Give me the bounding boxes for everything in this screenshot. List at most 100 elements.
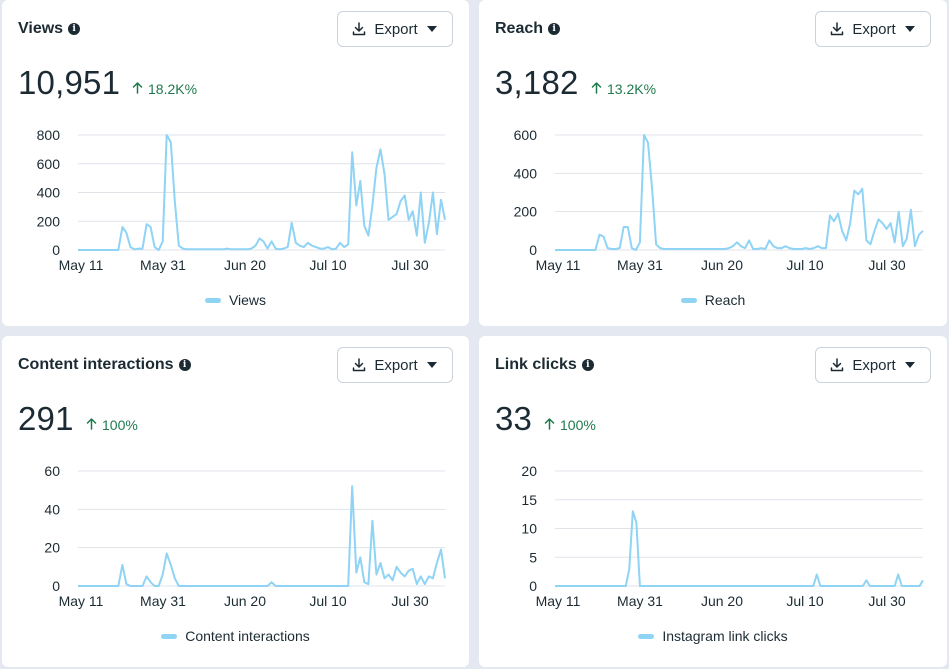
export-button[interactable]: Export — [815, 11, 931, 47]
card-title: Reach i — [495, 20, 561, 38]
card-title: Link clicks i — [495, 356, 594, 374]
x-tick-label: May 11 — [536, 257, 581, 273]
reach-card: Reach i Export 3,182 13.2K% 0 200 400 600 May 11 M… — [479, 0, 947, 326]
export-label: Export — [374, 356, 418, 374]
card-title: Content interactions i — [18, 356, 191, 374]
info-icon[interactable]: i — [68, 23, 81, 35]
download-icon — [352, 358, 366, 372]
chart-legend: Views — [2, 292, 469, 308]
metric-delta: 18.2K% — [132, 81, 197, 97]
caret-down-icon — [904, 25, 916, 33]
x-tick-label: Jun 20 — [701, 593, 743, 609]
x-tick-label: May 11 — [59, 257, 104, 273]
metric-value: 291 — [18, 400, 74, 437]
legend-label[interactable]: Reach — [704, 292, 746, 308]
metric-delta: 100% — [544, 417, 596, 433]
x-tick-label: Jul 30 — [391, 593, 429, 609]
caret-down-icon — [426, 25, 438, 33]
legend-swatch — [204, 297, 221, 303]
x-tick-label: May 31 — [617, 593, 663, 609]
line-chart: 0 20 40 60 May 11 May 31 Jun 20 Jul 10 Jul 30 — [44, 463, 446, 609]
x-tick-label: May 31 — [140, 257, 186, 273]
x-tick-label: Jul 10 — [309, 257, 347, 273]
chart-legend: Instagram link clicks — [479, 628, 947, 644]
arrow-up-icon — [544, 417, 555, 433]
x-tick-label: Jul 30 — [868, 257, 906, 273]
caret-down-icon — [904, 361, 916, 369]
x-tick-label: Jun 20 — [224, 257, 266, 273]
export-label: Export — [374, 20, 418, 38]
y-tick-label: 0 — [529, 242, 537, 258]
x-tick-label: May 11 — [59, 593, 104, 609]
legend-swatch — [680, 297, 697, 303]
download-icon — [352, 22, 366, 36]
views-card: Views i Export 10,951 18.2K% 0 200 400 600 800 May… — [2, 0, 469, 326]
card-title-text: Views — [18, 20, 64, 37]
y-tick-label: 60 — [44, 463, 60, 479]
y-tick-label: 600 — [37, 156, 61, 172]
metric-value: 3,182 — [495, 64, 579, 101]
export-button[interactable]: Export — [815, 347, 931, 383]
series-line — [555, 510, 924, 587]
series-line — [78, 485, 446, 587]
x-tick-label: Jun 20 — [224, 593, 266, 609]
delta-text: 18.2K% — [148, 81, 198, 97]
link-clicks-card: Link clicks i Export 33 100% 0 5 10 15 20 May 11 Ma… — [479, 336, 947, 667]
export-button[interactable]: Export — [337, 11, 453, 47]
y-tick-label: 200 — [514, 204, 538, 220]
delta-text: 100% — [102, 417, 138, 433]
metric-delta: 13.2K% — [591, 81, 656, 97]
series-line — [555, 134, 924, 251]
chart-legend: Reach — [479, 292, 947, 308]
export-button[interactable]: Export — [337, 347, 453, 383]
legend-label[interactable]: Instagram link clicks — [662, 628, 788, 644]
delta-text: 100% — [560, 417, 596, 433]
x-tick-label: Jun 20 — [701, 257, 743, 273]
legend-label[interactable]: Views — [228, 292, 267, 308]
download-icon — [830, 358, 844, 372]
y-tick-label: 600 — [514, 127, 538, 143]
arrow-up-icon — [132, 81, 143, 97]
y-tick-label: 20 — [521, 463, 537, 479]
metric-value: 10,951 — [18, 64, 121, 101]
x-tick-label: May 11 — [536, 593, 581, 609]
x-tick-label: Jul 10 — [786, 257, 824, 273]
y-tick-label: 0 — [52, 578, 60, 594]
y-tick-label: 400 — [37, 185, 61, 201]
line-chart: 0 200 400 600 May 11 May 31 Jun 20 Jul 10 Jul 30 — [514, 127, 924, 273]
info-icon[interactable]: i — [548, 23, 561, 35]
arrow-up-icon — [86, 417, 97, 433]
card-title-text: Reach — [495, 20, 544, 37]
y-tick-label: 0 — [52, 242, 60, 258]
info-icon[interactable]: i — [581, 359, 594, 371]
chart-legend: Content interactions — [2, 628, 469, 644]
legend-label[interactable]: Content interactions — [185, 628, 310, 644]
x-tick-label: May 31 — [140, 593, 186, 609]
arrow-up-icon — [591, 81, 602, 97]
caret-down-icon — [426, 361, 438, 369]
metric-delta: 100% — [86, 417, 138, 433]
card-title: Views i — [18, 20, 81, 38]
content-interactions-card: Content interactions i Export 291 100% 0 20 40 6… — [2, 336, 469, 667]
x-tick-label: Jul 10 — [786, 593, 824, 609]
legend-swatch — [638, 633, 655, 639]
y-tick-label: 5 — [529, 549, 537, 565]
x-tick-label: Jul 10 — [309, 593, 347, 609]
y-tick-label: 0 — [529, 578, 537, 594]
card-title-text: Link clicks — [495, 356, 577, 373]
info-icon[interactable]: i — [178, 359, 191, 371]
card-title-text: Content interactions — [18, 356, 174, 373]
y-tick-label: 400 — [514, 165, 538, 181]
x-tick-label: Jul 30 — [391, 257, 429, 273]
delta-text: 13.2K% — [607, 81, 657, 97]
x-tick-label: Jul 30 — [868, 593, 906, 609]
y-tick-label: 40 — [44, 501, 60, 517]
y-tick-label: 800 — [37, 127, 61, 143]
export-label: Export — [852, 356, 896, 374]
export-label: Export — [852, 20, 896, 38]
x-tick-label: May 31 — [617, 257, 663, 273]
series-line — [78, 134, 446, 251]
metric-value: 33 — [495, 400, 533, 437]
y-tick-label: 20 — [44, 540, 60, 556]
